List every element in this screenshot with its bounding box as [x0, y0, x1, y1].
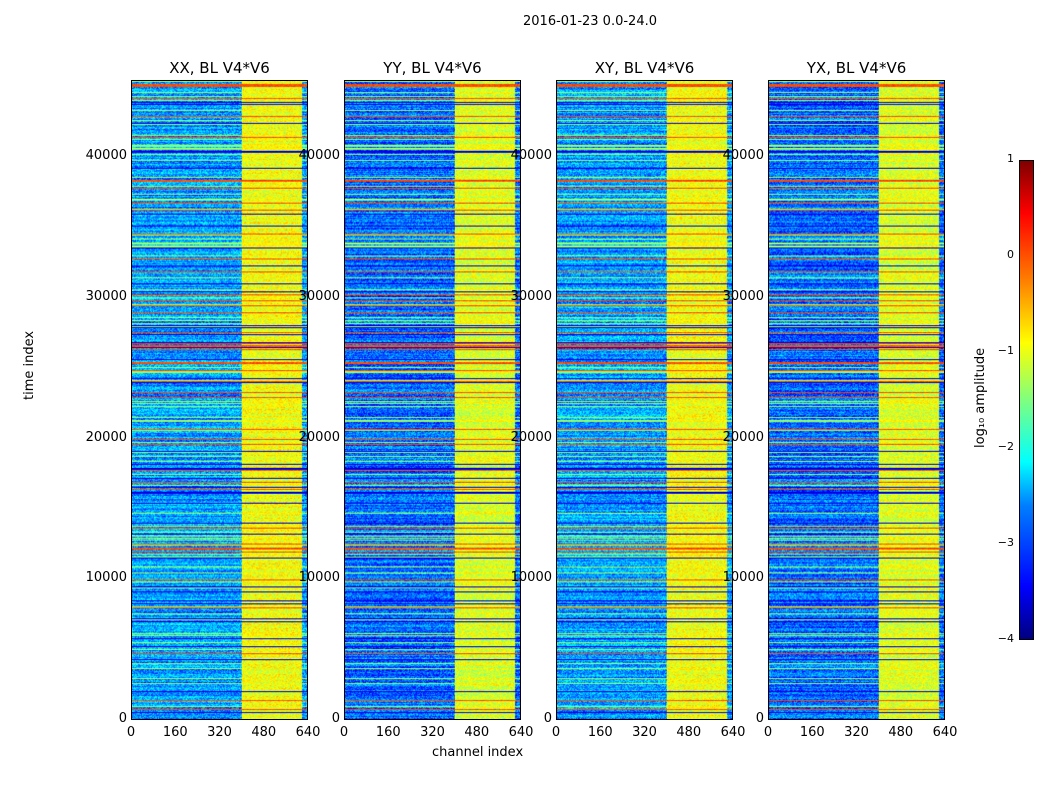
panel-title: YY, BL V4*V6: [383, 59, 482, 77]
x-tick-label: 480: [464, 725, 490, 740]
y-tick-label: 0: [755, 711, 764, 726]
x-tick-label: 640: [720, 725, 746, 740]
heatmap-panel: XY, BL V4*V6: [556, 59, 733, 720]
colorbar-tick-label: −1: [997, 344, 1014, 357]
y-tick-label: 30000: [298, 289, 340, 305]
x-tick-label: 480: [888, 725, 914, 740]
y-tick-label: 40000: [722, 148, 764, 164]
y-tick-label: 10000: [510, 570, 552, 586]
y-tick-label: 0: [331, 711, 340, 726]
y-tick-label: 10000: [722, 570, 764, 586]
x-tick-label: 320: [632, 725, 657, 740]
x-tick-label: 0: [551, 725, 561, 740]
colorbar-tick-label: 1: [1007, 152, 1014, 165]
x-tick-label: 160: [375, 725, 401, 740]
x-tick-label: 640: [295, 725, 321, 740]
heatmap-image: [769, 81, 944, 719]
y-tick-label: 30000: [85, 289, 127, 305]
y-tick-label: 40000: [510, 148, 552, 164]
y-axis-label: time index: [22, 330, 37, 400]
panel-title: XX, BL V4*V6: [169, 59, 270, 77]
y-tick-label: 0: [118, 711, 127, 726]
x-tick-label: 320: [207, 725, 232, 740]
x-tick-label: 0: [126, 725, 136, 740]
figure-title: 2016-01-23 0.0-24.0: [523, 14, 657, 29]
heatmap-image: [345, 81, 520, 719]
x-tick-label: 0: [763, 725, 773, 740]
y-tick-label: 20000: [510, 429, 552, 445]
y-tick-label: 20000: [85, 429, 127, 445]
colorbar-label: log₁₀ amplitude: [973, 347, 988, 448]
x-tick-label: 640: [932, 725, 958, 740]
x-tick-label: 320: [844, 725, 869, 740]
heatmap-image: [557, 81, 732, 719]
y-tick-label: 10000: [298, 570, 340, 586]
heatmap-panel: YY, BL V4*V6: [344, 59, 521, 720]
y-tick-label: 30000: [722, 289, 764, 305]
panel-title: YX, BL V4*V6: [806, 59, 907, 77]
x-tick-label: 480: [251, 725, 277, 740]
panel-title: XY, BL V4*V6: [594, 59, 695, 77]
x-tick-label: 160: [587, 725, 613, 740]
colorbar-tick-label: −3: [997, 536, 1014, 549]
y-tick-label: 20000: [298, 429, 340, 445]
x-tick-label: 0: [339, 725, 349, 740]
heatmap-panel: XX, BL V4*V6: [131, 59, 308, 720]
x-tick-label: 160: [799, 725, 825, 740]
colorbar-tick-label: −4: [997, 632, 1014, 645]
x-tick-label: 640: [508, 725, 534, 740]
colorbar-tick-label: −2: [997, 440, 1014, 453]
colorbar-tick-label: 0: [1007, 248, 1014, 261]
y-tick-label: 40000: [298, 148, 340, 164]
x-tick-label: 320: [420, 725, 445, 740]
y-tick-label: 20000: [722, 429, 764, 445]
x-tick-label: 480: [676, 725, 702, 740]
y-tick-label: 30000: [510, 289, 552, 305]
colorbar: [1019, 160, 1034, 640]
x-tick-label: 160: [162, 725, 188, 740]
y-tick-label: 10000: [85, 570, 127, 586]
y-tick-label: 0: [543, 711, 552, 726]
x-axis-label: channel index: [432, 745, 524, 760]
heatmap-panel: YX, BL V4*V6: [768, 59, 945, 720]
y-tick-label: 40000: [85, 148, 127, 164]
heatmap-image: [132, 81, 307, 719]
